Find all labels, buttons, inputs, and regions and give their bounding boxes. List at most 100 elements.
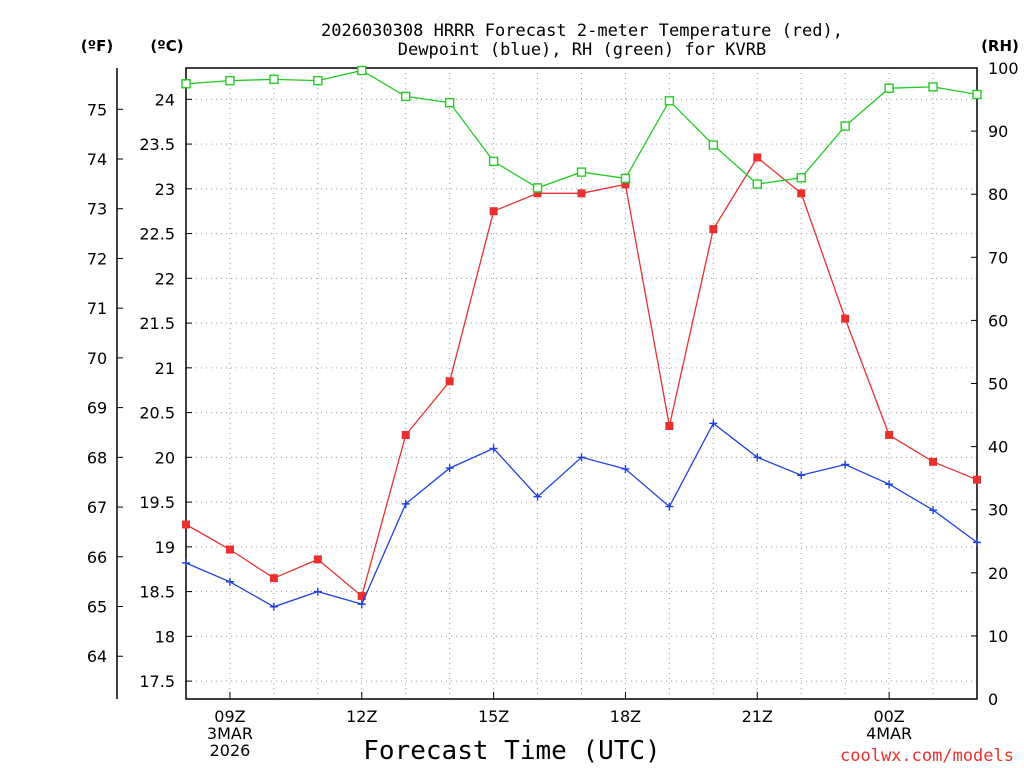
dewpoint-point [401, 499, 410, 508]
x-tick-label: 4MAR [866, 724, 912, 743]
rh-tick-label: 20 [988, 564, 1008, 583]
celsius-tick-label: 21.5 [139, 314, 175, 333]
temperature-point [401, 430, 410, 439]
rh-point [444, 98, 455, 108]
dewpoint-point [577, 453, 586, 462]
temperature-point [753, 153, 762, 162]
x-axis-label: Forecast Time (UTC) [363, 736, 660, 766]
dewpoint-point [709, 419, 718, 428]
fahrenheit-tick-label: 66 [87, 548, 107, 567]
dewpoint-point [225, 577, 234, 586]
rh-tick-label: 10 [988, 627, 1008, 646]
rh-point [532, 183, 543, 193]
x-tick-label: 15Z [478, 707, 509, 726]
temperature-point [709, 225, 718, 234]
celsius-tick-label: 18.5 [139, 583, 175, 602]
fahrenheit-tick-label: 68 [87, 448, 107, 467]
rh-tick-label: 80 [988, 185, 1008, 204]
rh-point [972, 89, 982, 100]
rh-tick-label: 90 [988, 122, 1008, 141]
rh-point [796, 173, 806, 183]
celsius-tick-label: 20 [155, 448, 175, 467]
x-tick-label: 2026 [210, 741, 251, 760]
celsius-tick-label: 23 [155, 180, 175, 199]
temperature-point [929, 457, 938, 466]
fahrenheit-tick-label: 74 [87, 150, 107, 169]
dewpoint-point [885, 480, 894, 489]
temperature-point [841, 314, 850, 323]
rh-tick-label: 0 [988, 690, 998, 709]
celsius-tick-label: 18 [155, 627, 175, 646]
celsius-tick-label: 21 [155, 359, 175, 378]
dewpoint-point [313, 587, 322, 596]
rh-point [928, 82, 938, 92]
chart-title-line-1: 2026030308 HRRR Forecast 2-meter Tempera… [321, 21, 843, 41]
celsius-tick-label: 22 [155, 269, 175, 288]
celsius-tick-label: 17.5 [139, 672, 175, 691]
dewpoint-point [797, 471, 806, 480]
rh-tick-label: 50 [988, 375, 1008, 394]
rh-unit-label: (RH) [981, 37, 1019, 55]
rh-tick-label: 60 [988, 311, 1008, 330]
dewpoint-point [929, 506, 938, 515]
gridlines [186, 68, 977, 699]
temperature-point [533, 189, 542, 198]
dewpoint-series-line [185, 422, 978, 608]
data-series [181, 65, 982, 611]
celsius-tick-label: 19.5 [139, 493, 175, 512]
rh-point [840, 121, 850, 131]
temperature-point [225, 545, 234, 554]
fahrenheit-tick-label: 75 [87, 100, 107, 119]
fahrenheit-tick-label: 72 [87, 249, 107, 268]
fahrenheit-tick-label: 64 [87, 647, 107, 666]
rh-point [620, 173, 631, 184]
rh-point [225, 75, 235, 86]
dewpoint-point [753, 453, 762, 462]
temperature-point [313, 555, 322, 564]
celsius-tick-label: 24 [155, 90, 175, 109]
temperature-point [885, 430, 894, 439]
temperature-point [182, 520, 190, 529]
fahrenheit-tick-label: 67 [87, 498, 107, 517]
dewpoint-point [357, 600, 366, 609]
dewpoint-point [973, 538, 981, 547]
dewpoint-point [665, 502, 674, 511]
fahrenheit-tick-label: 70 [87, 349, 107, 368]
fahrenheit-unit-label: (ºF) [81, 37, 113, 55]
dewpoint-point [533, 492, 542, 501]
rh-tick-label: 70 [988, 248, 1008, 267]
temperature-point [445, 377, 454, 386]
x-tick-label: 18Z [610, 707, 641, 726]
rh-point [708, 140, 719, 150]
dewpoint-point [445, 464, 454, 473]
dewpoint-point [269, 602, 278, 611]
fahrenheit-tick-label: 73 [87, 200, 107, 219]
x-tick-label: 12Z [346, 707, 377, 726]
celsius-tick-label: 22.5 [139, 225, 175, 244]
rh-point [401, 91, 411, 102]
rh-point [576, 167, 587, 177]
fahrenheit-tick-label: 69 [87, 399, 107, 418]
celsius-tick-label: 20.5 [139, 404, 175, 423]
dewpoint-point [182, 558, 190, 567]
rh-point [313, 75, 323, 86]
chart-title-line-2: Dewpoint (blue), RH (green) for KVRB [398, 40, 766, 60]
credit-link[interactable]: coolwx.com/models [840, 746, 1014, 766]
rh-point [752, 179, 762, 189]
rh-point [181, 79, 191, 89]
fahrenheit-tick-label: 65 [87, 598, 107, 617]
fahrenheit-tick-label: 71 [87, 299, 107, 318]
x-tick-label: 00Z [873, 707, 904, 726]
temperature-point [489, 207, 498, 216]
temperature-point [973, 475, 981, 484]
x-tick-label: 3MAR [207, 724, 253, 743]
rh-tick-label: 100 [988, 59, 1019, 78]
rh-point [664, 96, 675, 106]
temperature-point [621, 180, 630, 189]
rh-tick-label: 40 [988, 438, 1008, 457]
dewpoint-point [489, 444, 498, 453]
dewpoint-point [621, 464, 630, 473]
x-tick-label: 09Z [214, 707, 245, 726]
temperature-point [577, 189, 586, 198]
